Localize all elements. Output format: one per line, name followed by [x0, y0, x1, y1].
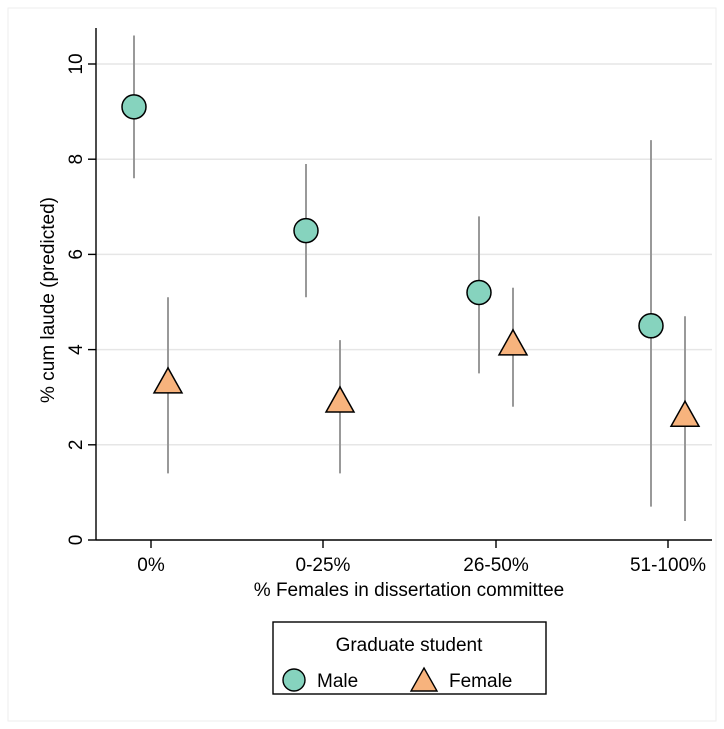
- figure-border: [7, 7, 717, 722]
- y-tick-label: 0: [66, 535, 87, 546]
- female-point: [497, 328, 529, 356]
- y-tick-label: 6: [66, 249, 87, 260]
- legend-male-marker: [282, 668, 306, 692]
- legend-female-label: Female: [449, 671, 512, 692]
- x-tick-labels: 0% 0-25% 26-50% 51-100%: [137, 555, 706, 576]
- x-axis-title: % Females in dissertation committee: [254, 580, 564, 601]
- legend-female-marker: [409, 666, 439, 692]
- legend: Graduate student Male Female: [272, 621, 547, 695]
- legend-box: [272, 621, 547, 695]
- y-tick-label: 2: [66, 440, 87, 451]
- axes: [88, 28, 712, 548]
- female-point: [324, 385, 356, 413]
- legend-title: Graduate student: [336, 635, 484, 656]
- male-point: [121, 94, 147, 120]
- male-point: [638, 313, 664, 339]
- x-tick-label: 26-50%: [463, 555, 529, 576]
- y-tick-label: 10: [66, 53, 87, 74]
- y-axis-title: % cum laude (predicted): [38, 197, 59, 403]
- x-tick-label: 0%: [137, 555, 165, 576]
- x-tick-label: 51-100%: [630, 555, 706, 576]
- y-tick-label: 8: [66, 154, 87, 165]
- female-point: [669, 399, 701, 427]
- female-point: [152, 366, 184, 394]
- y-tick-label: 4: [66, 344, 87, 355]
- x-tick-label: 0-25%: [296, 555, 351, 576]
- legend-male-label: Male: [317, 671, 358, 692]
- data-markers: [121, 94, 701, 427]
- male-point: [466, 279, 492, 306]
- y-tick-labels: 0 2 4 6 8 10: [66, 53, 87, 545]
- gridlines: [96, 63, 712, 446]
- male-point: [293, 217, 319, 244]
